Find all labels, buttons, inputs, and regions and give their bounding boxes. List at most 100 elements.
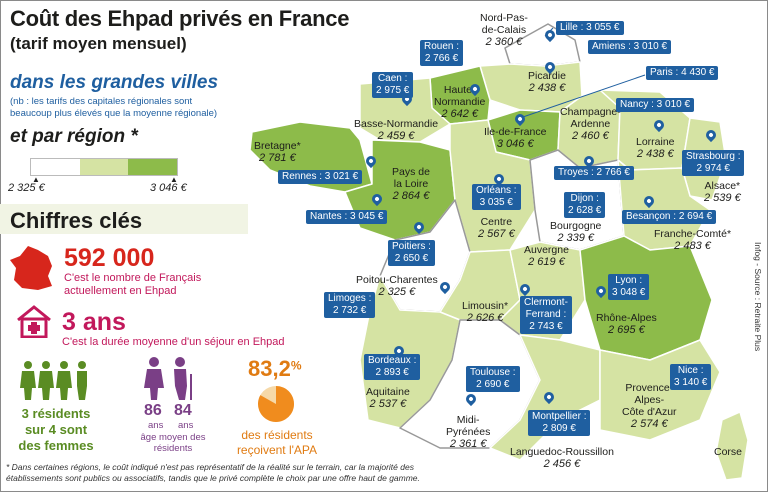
apa-block: 83,2% <box>248 356 302 382</box>
city-value: 2 650 € <box>394 253 429 264</box>
people-green-icon <box>20 361 87 400</box>
region-name: Pays de <box>392 166 430 178</box>
region-label-ile-de-france: Ile-de-France 3 046 € <box>484 126 546 150</box>
region-value: 2 460 € <box>572 130 609 142</box>
city-label: Nice : <box>677 365 704 376</box>
women-line-1: 3 résidents <box>21 406 91 421</box>
region-value: 2 626 € <box>466 312 504 324</box>
legend-scale <box>30 158 178 176</box>
region-value: 2 864 € <box>392 190 430 202</box>
region-value: 2 360 € <box>485 36 523 48</box>
city-box-caen: Caen :2 975 € <box>372 72 414 98</box>
key-band <box>0 204 248 234</box>
region-name: Aquitaine <box>366 386 410 398</box>
region-value: 2 781 € <box>259 152 296 164</box>
footnote: * Dans certaines régions, le coût indiqu… <box>6 462 420 483</box>
region-value: 2 567 € <box>478 228 515 240</box>
region-value: 2 537 € <box>369 398 407 410</box>
region-name: Bourgogne <box>550 220 602 232</box>
region-name-2: Alpes- <box>634 394 665 406</box>
region-name: Picardie <box>528 70 566 82</box>
region-value: 2 325 € <box>378 286 416 298</box>
city-label: Strasbourg : <box>686 151 741 162</box>
legend-max: 3 046 € <box>150 182 187 194</box>
stay-desc: C'est la durée moyenne d'un séjour en Eh… <box>62 336 285 348</box>
cities-note: (nb : les tarifs des capitales régionale… <box>10 96 218 119</box>
region-value: 2 695 € <box>608 324 645 336</box>
city-value: 2 732 € <box>332 305 367 316</box>
region-label-midi-pyrenees: Midi- Pyrénées 2 361 € <box>446 414 490 450</box>
region-name: Provence- <box>625 382 674 394</box>
city-label: Clermont- <box>524 297 568 308</box>
city-box-montpellier: Montpellier :2 809 € <box>528 410 591 436</box>
city-label: Limoges : <box>328 293 372 304</box>
city-box-nice: Nice :3 140 € <box>670 364 712 390</box>
city-label: Montpellier : <box>532 411 587 422</box>
city-box-dijon: Dijon :2 628 € <box>564 192 606 218</box>
city-box-paris: Paris : 4 430 € <box>646 66 719 80</box>
region-label-languedoc: Languedoc-Roussillon 2 456 € <box>510 446 614 470</box>
legend-min: 2 325 € <box>8 182 45 194</box>
region-value: 2 483 € <box>674 240 711 252</box>
city-value: 2 974 € <box>696 163 730 174</box>
city-box-troyes: Troyes : 2 766 € <box>554 166 634 180</box>
region-label-lorraine: Lorraine 2 438 € <box>636 136 675 160</box>
city-label: Lyon : <box>615 275 643 286</box>
city-label: Nancy : 3 010 € <box>620 99 691 110</box>
apa-pie-icon <box>258 386 295 422</box>
region-name-2: Normandie <box>434 96 486 108</box>
city-box-nantes: Nantes : 3 045 € <box>306 210 388 224</box>
city-box-bordeaux: Bordeaux :2 893 € <box>364 354 421 380</box>
region-name: Auvergne <box>524 244 569 256</box>
city-box-nancy: Nancy : 3 010 € <box>616 98 695 112</box>
city-box-lille: Lille : 3 055 € <box>556 21 624 35</box>
region-label-haute-normandie: Haute- Normandie 2 642 € <box>434 84 485 120</box>
region-name: Ile-de-France <box>484 126 547 138</box>
region-value: 2 619 € <box>528 256 565 268</box>
region-name-2: Ardenne <box>570 118 611 130</box>
page-title: Coût des Ehpad privés en France <box>10 6 350 31</box>
region-label-picardie: Picardie 2 438 € <box>528 70 566 94</box>
region-label-franche-comte: Franche-Comté* 2 483 € <box>654 228 731 252</box>
city-box-clermont: Clermont- Ferrand :2 743 € <box>520 296 572 334</box>
region-label-bretagne: Bretagne* 2 781 € <box>254 140 301 164</box>
city-box-besancon: Besançon : 2 694 € <box>622 210 717 224</box>
region-name: Champagne- <box>560 106 621 118</box>
region-value: 2 438 € <box>636 148 674 160</box>
women-line-2: sur 4 sont <box>24 422 88 437</box>
women-line-3: des femmes <box>18 438 94 453</box>
city-box-rouen: Rouen :2 766 € <box>420 40 464 66</box>
region-name: Bretagne* <box>254 140 301 152</box>
age-men: 84 <box>174 402 192 419</box>
region-label-auvergne: Auvergne 2 619 € <box>524 244 569 268</box>
region-name: Languedoc-Roussillon <box>510 446 614 458</box>
region-name-2: la Loire <box>393 178 429 190</box>
city-value: 3 035 € <box>479 197 513 208</box>
region-label-basse-normandie: Basse-Normandie 2 459 € <box>354 118 438 142</box>
region-label-champagne: Champagne- Ardenne 2 460 € <box>560 106 621 142</box>
city-label: Nantes : 3 045 € <box>310 211 384 222</box>
region-label-paca: Provence- Alpes- Côte d'Azur 2 574 € <box>622 382 677 430</box>
city-label: Bordeaux : <box>368 355 417 366</box>
women-text: 3 résidents sur 4 sont des femmes <box>14 406 98 454</box>
region-value: 2 361 € <box>449 438 487 450</box>
region-name: Franche-Comté* <box>654 228 732 240</box>
city-value: 2 975 € <box>376 85 410 96</box>
page-subtitle: (tarif moyen mensuel) <box>10 34 187 53</box>
region-name-2: de-Calais <box>481 24 527 36</box>
city-label: Rouen : <box>424 41 460 52</box>
city-box-toulouse: Toulouse :2 690 € <box>466 366 520 392</box>
region-label-limousin: Limousin* 2 626 € <box>462 300 508 324</box>
city-label: Orléans : <box>476 185 517 196</box>
city-label: Lille : 3 055 € <box>560 22 620 33</box>
region-label-pays-de-la-loire: Pays de la Loire 2 864 € <box>392 166 430 202</box>
region-label-alsace: Alsace* 2 539 € <box>704 180 741 204</box>
residents-number: 592 000 <box>64 244 155 272</box>
region-value: 2 456 € <box>543 458 581 470</box>
city-box-poitiers: Poitiers :2 650 € <box>388 240 435 266</box>
elderly-couple-icon <box>144 357 192 400</box>
source-credit: Infog - Source : Retraite Plus <box>753 242 763 352</box>
region-name-3: Côte d'Azur <box>622 406 677 418</box>
city-box-orleans: Orléans :3 035 € <box>472 184 521 210</box>
apa-desc: des résidents reçoivent l'APA <box>236 428 318 457</box>
